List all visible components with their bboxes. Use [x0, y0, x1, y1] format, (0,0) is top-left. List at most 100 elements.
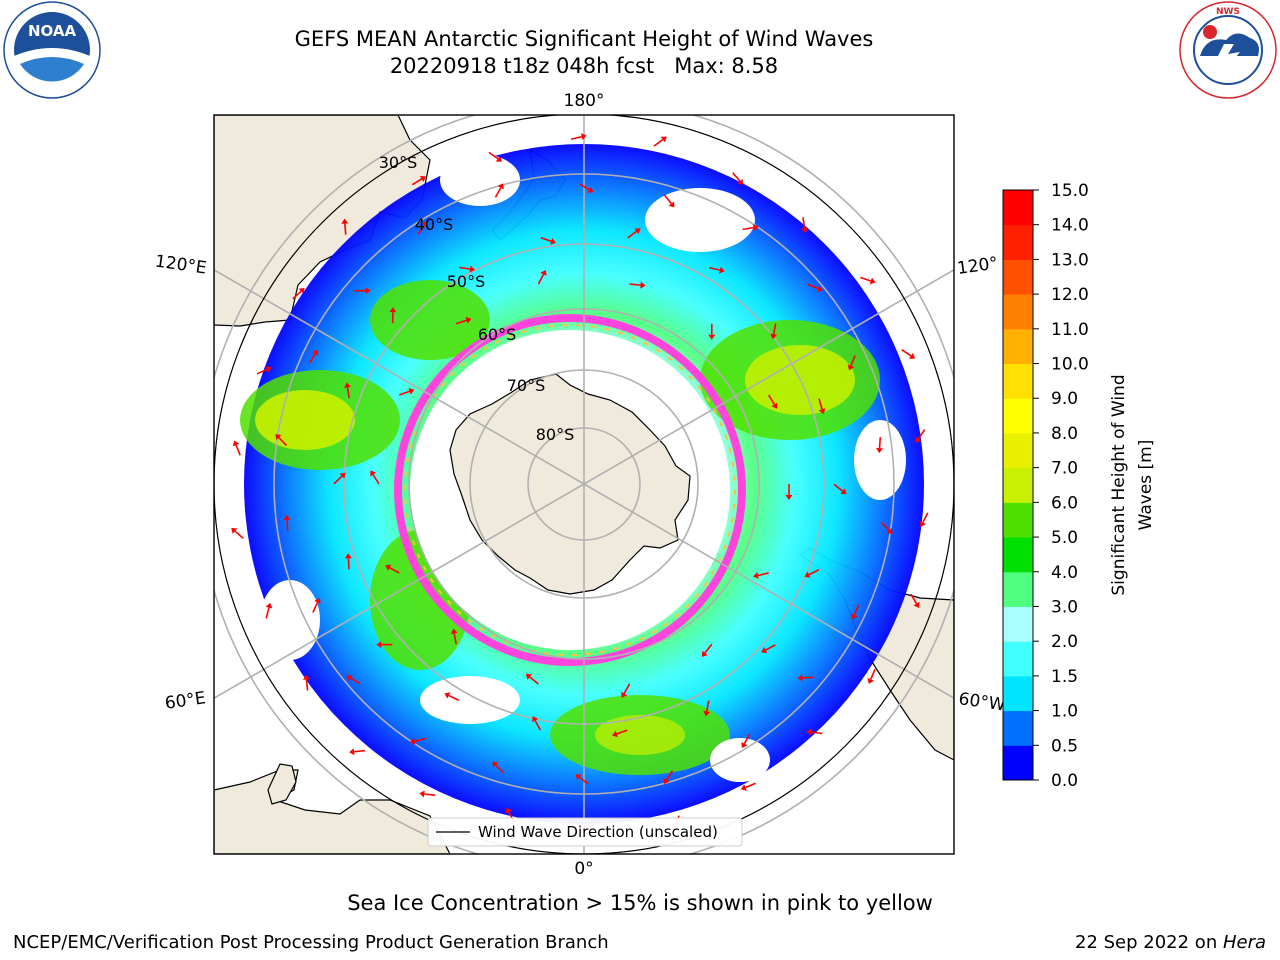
- wave-direction-arrow: [525, 673, 539, 685]
- wave-direction-arrow: [459, 265, 476, 273]
- lat-label-50s: 50°S: [447, 272, 486, 291]
- wave-direction-arrow: [818, 398, 826, 415]
- colorbar-label-line2: Waves [m]: [1136, 440, 1156, 531]
- lon-label-60e: 60°E: [164, 688, 207, 713]
- colorbar-tick-label: 13.0: [1051, 250, 1089, 270]
- lat-label-60s: 60°S: [478, 325, 517, 344]
- colorbar-segment: [1003, 224, 1033, 260]
- wave-direction-arrow: [653, 136, 667, 147]
- wave-direction-arrow: [385, 564, 400, 574]
- colorbar-segment: [1003, 467, 1033, 503]
- wave-direction-arrow: [742, 224, 759, 232]
- wave-direction-arrow: [753, 572, 769, 579]
- wave-direction-arrow: [663, 770, 674, 785]
- wave-direction-arrow: [910, 593, 920, 608]
- colorbar-segment: [1003, 363, 1033, 399]
- wave-direction-arrow: [797, 674, 814, 682]
- wave-direction-arrow: [629, 281, 646, 289]
- chart-subtitle: 20220918 t18z 048h fcst Max: 8.58: [389, 54, 779, 78]
- colorbar-segment: [1003, 502, 1033, 538]
- map-legend: Wind Wave Direction (unscaled): [427, 817, 743, 847]
- wave-direction-arrow: [860, 276, 876, 285]
- chart-title: GEFS MEAN Antarctic Significant Height o…: [294, 27, 874, 51]
- colorbar-segment: [1003, 710, 1033, 746]
- wave-direction-arrow: [532, 716, 542, 731]
- lon-label-120w: 120°: [956, 253, 999, 279]
- wave-direction-arrow: [231, 527, 244, 539]
- colorbar-segment: [1003, 641, 1033, 677]
- wave-direction-arrow: [389, 307, 397, 324]
- wave-direction-arrow: [579, 183, 594, 193]
- lat-label-80s: 80°S: [536, 425, 575, 444]
- wave-direction-arrow: [761, 644, 776, 654]
- map-frame: [213, 114, 955, 855]
- lat-label-30s: 30°S: [379, 153, 418, 172]
- footer-host: Hera: [1222, 932, 1266, 953]
- colorbar-tick-label: 1.5: [1051, 667, 1078, 687]
- colorbar-tick-label: 12.0: [1051, 285, 1089, 305]
- lon-label-0: 0°: [574, 859, 593, 879]
- colorbar-segment: [1003, 606, 1033, 642]
- lon-label-180: 180°: [564, 91, 605, 111]
- colorbar-segment: [1003, 745, 1033, 781]
- colorbar-tick-label: 3.0: [1051, 597, 1078, 617]
- colorbar-tick-label: 5.0: [1051, 528, 1078, 548]
- wave-direction-arrow: [399, 388, 415, 396]
- wave-direction-arrow: [627, 228, 641, 239]
- wave-direction-arrow: [880, 521, 893, 535]
- wave-direction-arrow: [703, 700, 711, 717]
- lon-label-120e: 120°E: [154, 252, 208, 279]
- wave-direction-arrow: [701, 643, 713, 657]
- wave-direction-arrow: [312, 597, 321, 613]
- wave-direction-arrow: [570, 133, 587, 141]
- wave-direction-arrow: [333, 472, 346, 485]
- wave-direction-arrow: [341, 218, 349, 235]
- wave-direction-arrow: [308, 349, 319, 364]
- wave-direction-arrow: [419, 790, 436, 798]
- colorbar-segment: [1003, 190, 1033, 226]
- wave-direction-arrow: [354, 287, 371, 295]
- wave-direction-arrow: [876, 437, 884, 454]
- lat-label-70s: 70°S: [507, 376, 546, 395]
- colorbar-segment: [1003, 259, 1033, 295]
- noaa-logo-text: NOAA: [28, 22, 77, 40]
- colorbar-tick-label: 1.0: [1051, 702, 1078, 722]
- wave-direction-arrow: [621, 683, 631, 698]
- colorbar-segment: [1003, 675, 1033, 712]
- wave-direction-arrow: [806, 728, 823, 736]
- wave-direction-arrow: [346, 675, 361, 685]
- colorbar-segment: [1003, 398, 1033, 434]
- lon-label-60w: 60°W: [957, 689, 1006, 715]
- wave-direction-arrow: [450, 628, 458, 645]
- wave-direction-arrow: [801, 217, 809, 234]
- wave-direction-arrow: [488, 151, 502, 162]
- footer-credit: NCEP/EMC/Verification Post Processing Pr…: [13, 932, 609, 953]
- wave-direction-arrow: [265, 602, 273, 619]
- colorbar-segment: [1003, 537, 1033, 573]
- colorbar-label-line1: Significant Height of Wind: [1109, 374, 1129, 595]
- footer-date-text: 22 Sep 2022 on: [1075, 932, 1223, 953]
- wave-direction-arrow: [770, 323, 778, 340]
- noaa-logo: NOAA: [3, 1, 101, 99]
- colorbar-segment: [1003, 432, 1033, 469]
- colorbar-tick-label: 0.0: [1051, 771, 1078, 791]
- colorbar-segment: [1003, 328, 1033, 365]
- colorbar-tick-label: 4.0: [1051, 563, 1078, 583]
- wave-direction-arrows: [231, 133, 929, 832]
- wave-direction-arrow: [740, 782, 756, 791]
- wave-direction-arrow: [370, 470, 380, 485]
- wave-direction-arrow: [376, 641, 393, 649]
- wave-direction-arrow: [494, 183, 504, 198]
- wave-direction-arrow: [349, 748, 366, 756]
- colorbar-tick-label: 8.0: [1051, 424, 1078, 444]
- wave-direction-arrow: [804, 569, 820, 578]
- wave-direction-arrow: [741, 733, 751, 749]
- wave-direction-arrow: [850, 604, 860, 620]
- colorbar-tick-label: 0.5: [1051, 736, 1078, 756]
- colorbar-frame: [1002, 189, 1034, 781]
- wave-direction-arrow: [444, 692, 460, 702]
- wave-direction-arrow: [901, 348, 916, 359]
- legend-label: Wind Wave Direction (unscaled): [478, 823, 718, 841]
- colorbar: 0.0 0.5 1.0 1.5 2.0 3.0 4.0 5.0 6.0 7.0 8.0 9.0 10.0…: [1002, 181, 1089, 791]
